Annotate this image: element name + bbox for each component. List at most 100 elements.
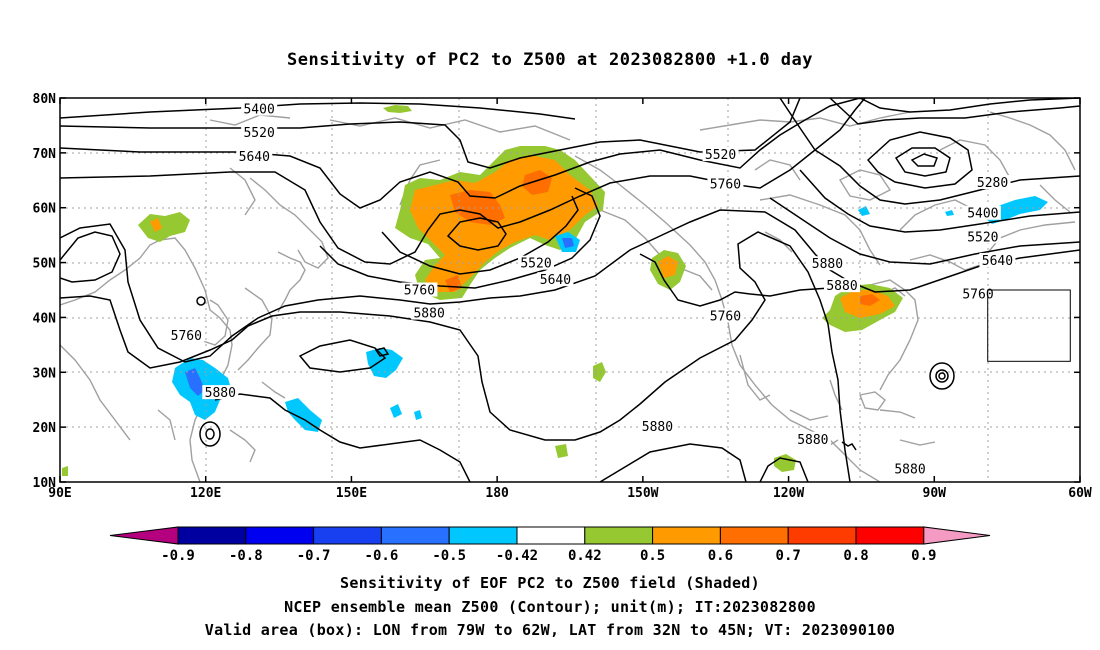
- contour-label-bg: [702, 147, 739, 162]
- colorbar-swatch: [719, 526, 789, 545]
- caption-shading: Sensitivity of EOF PC2 to Z500 field (Sh…: [340, 574, 760, 592]
- x-tick-label: 120E: [190, 486, 221, 501]
- colorbar-label: -0.9: [161, 548, 195, 564]
- contour-label: 5760: [710, 309, 741, 324]
- contour-label-bg: [401, 282, 438, 297]
- contour-5520-low: [381, 195, 579, 275]
- contour-label-bg: [892, 461, 928, 476]
- contour-label-bg: [168, 328, 205, 343]
- colorbar-label: 0.42: [568, 548, 602, 564]
- colorbar-label: -0.6: [365, 548, 399, 564]
- y-tick-label: 10N: [33, 476, 57, 491]
- colorbar-label: -0.5: [432, 548, 466, 564]
- contour-label-bg: [537, 272, 574, 287]
- contour-label: 5880: [826, 279, 857, 294]
- contour-small-circle-2: [199, 421, 221, 447]
- colorbar-swatch: [584, 526, 654, 545]
- contour-5880-asia: [214, 393, 471, 482]
- contour-small-circle-6: [938, 372, 946, 380]
- contour-5520-arctic: [829, 98, 1080, 125]
- contour-5160-low: [894, 147, 951, 177]
- contour-label: 5760: [962, 287, 993, 302]
- contour-label: 5520: [243, 126, 274, 141]
- contour-5400-arctic: [859, 98, 1080, 113]
- negative-patch-tiny-east: [945, 210, 954, 216]
- contour-label: 5880: [205, 386, 236, 401]
- y-tick-label: 20N: [33, 421, 57, 436]
- colorbar-high-triangle: [923, 526, 991, 545]
- contour-5640-east: [769, 197, 1080, 265]
- contour-label: 5880: [894, 462, 925, 477]
- sensitivity-shading: [62, 105, 1048, 476]
- contour-label: 5280: [977, 176, 1008, 191]
- negative-patch-philippine-sea: [285, 398, 322, 432]
- orange-patch-gulf-alaska: [658, 256, 678, 278]
- contour-mexico-squiggle: [841, 441, 857, 451]
- contour-5640-low: [319, 187, 601, 289]
- darkorange-patch-us-east: [860, 294, 880, 306]
- colorbar-swatch: [177, 526, 247, 545]
- valid-area-box: [987, 289, 1071, 362]
- y-axis: 80N 70N 60N 50N 40N 30N 20N 10N: [33, 92, 1080, 491]
- colorbar-swatch: [787, 526, 857, 545]
- contour-label-bg: [964, 229, 1001, 244]
- colorbar: -0.9 -0.8 -0.7 -0.6 -0.5 -0.42 0.42 0.5 0.6 0.7 0.…: [109, 526, 991, 564]
- contour-label-bg: [639, 419, 676, 434]
- contour-label: 5520: [967, 230, 998, 245]
- caption-valid-area: Valid area (box): LON from 79W to 62W, L…: [204, 621, 896, 639]
- contour-label: 5640: [982, 254, 1013, 269]
- negative-patch-hudson: [858, 206, 870, 216]
- contour-west-ring: [60, 231, 121, 283]
- contour-5280-low: [866, 131, 973, 189]
- contour-label-bg: [979, 252, 1016, 267]
- contour-label: 5520: [705, 148, 736, 163]
- contour-5880-main: [60, 231, 851, 482]
- contour-label-bg: [518, 255, 554, 270]
- positive-patch-mexico: [774, 454, 796, 472]
- positive-patch-far-west: [62, 466, 68, 476]
- darkorange-patch-aleutian: [445, 170, 552, 292]
- y-tick-label: 50N: [33, 257, 57, 272]
- colorbar-label: 0.6: [708, 548, 733, 564]
- contour-5640-north: [60, 98, 861, 209]
- colorbar-label: 0.5: [640, 548, 665, 564]
- contour-small-circle-5: [935, 369, 949, 383]
- contour-label-bg: [236, 149, 273, 164]
- contour-5400-low: [446, 217, 507, 251]
- contour-label: 5760: [404, 284, 435, 299]
- colorbar-swatch: [380, 526, 450, 545]
- contour-label-bg: [202, 385, 239, 400]
- contour-label-bg: [411, 305, 448, 320]
- colorbar-low-triangle: [109, 526, 179, 545]
- contour-label-bg: [809, 256, 846, 271]
- orange-patch-west: [150, 218, 162, 232]
- contour-small-circle-3: [205, 428, 215, 440]
- contour-label: 5880: [642, 420, 673, 435]
- x-tick-label: 180: [485, 486, 509, 501]
- contour-label: 5760: [171, 329, 202, 344]
- plot-frame: [59, 97, 1081, 483]
- contour-label-bg: [707, 176, 744, 191]
- negative-patch-taiwan-dark: [185, 368, 205, 396]
- y-tick-label: 30N: [33, 366, 57, 381]
- colorbar-label: 0.9: [911, 548, 936, 564]
- positive-patch-arctic: [383, 105, 412, 113]
- contour-label: 5640: [239, 150, 270, 165]
- positive-patch-pacific-small: [593, 362, 606, 382]
- y-tick-label: 40N: [33, 311, 57, 326]
- contour-5760-east: [639, 253, 831, 307]
- contour-label: 5400: [243, 103, 274, 118]
- negative-patch-small-2: [414, 410, 422, 420]
- colorbar-label: 0.7: [776, 548, 801, 564]
- contour-label-bg: [241, 101, 278, 116]
- colorbar-label: 0.8: [843, 548, 868, 564]
- contour-5400-east: [779, 98, 1080, 205]
- contour-label: 5880: [797, 433, 828, 448]
- contour-label: 5520: [520, 257, 551, 272]
- contour-label: 5400: [967, 207, 998, 222]
- positive-patch-pacific-tiny: [555, 444, 568, 458]
- contour-label-bg: [964, 205, 1001, 220]
- colorbar-label: -0.42: [496, 548, 538, 564]
- colorbar-label: -0.8: [229, 548, 263, 564]
